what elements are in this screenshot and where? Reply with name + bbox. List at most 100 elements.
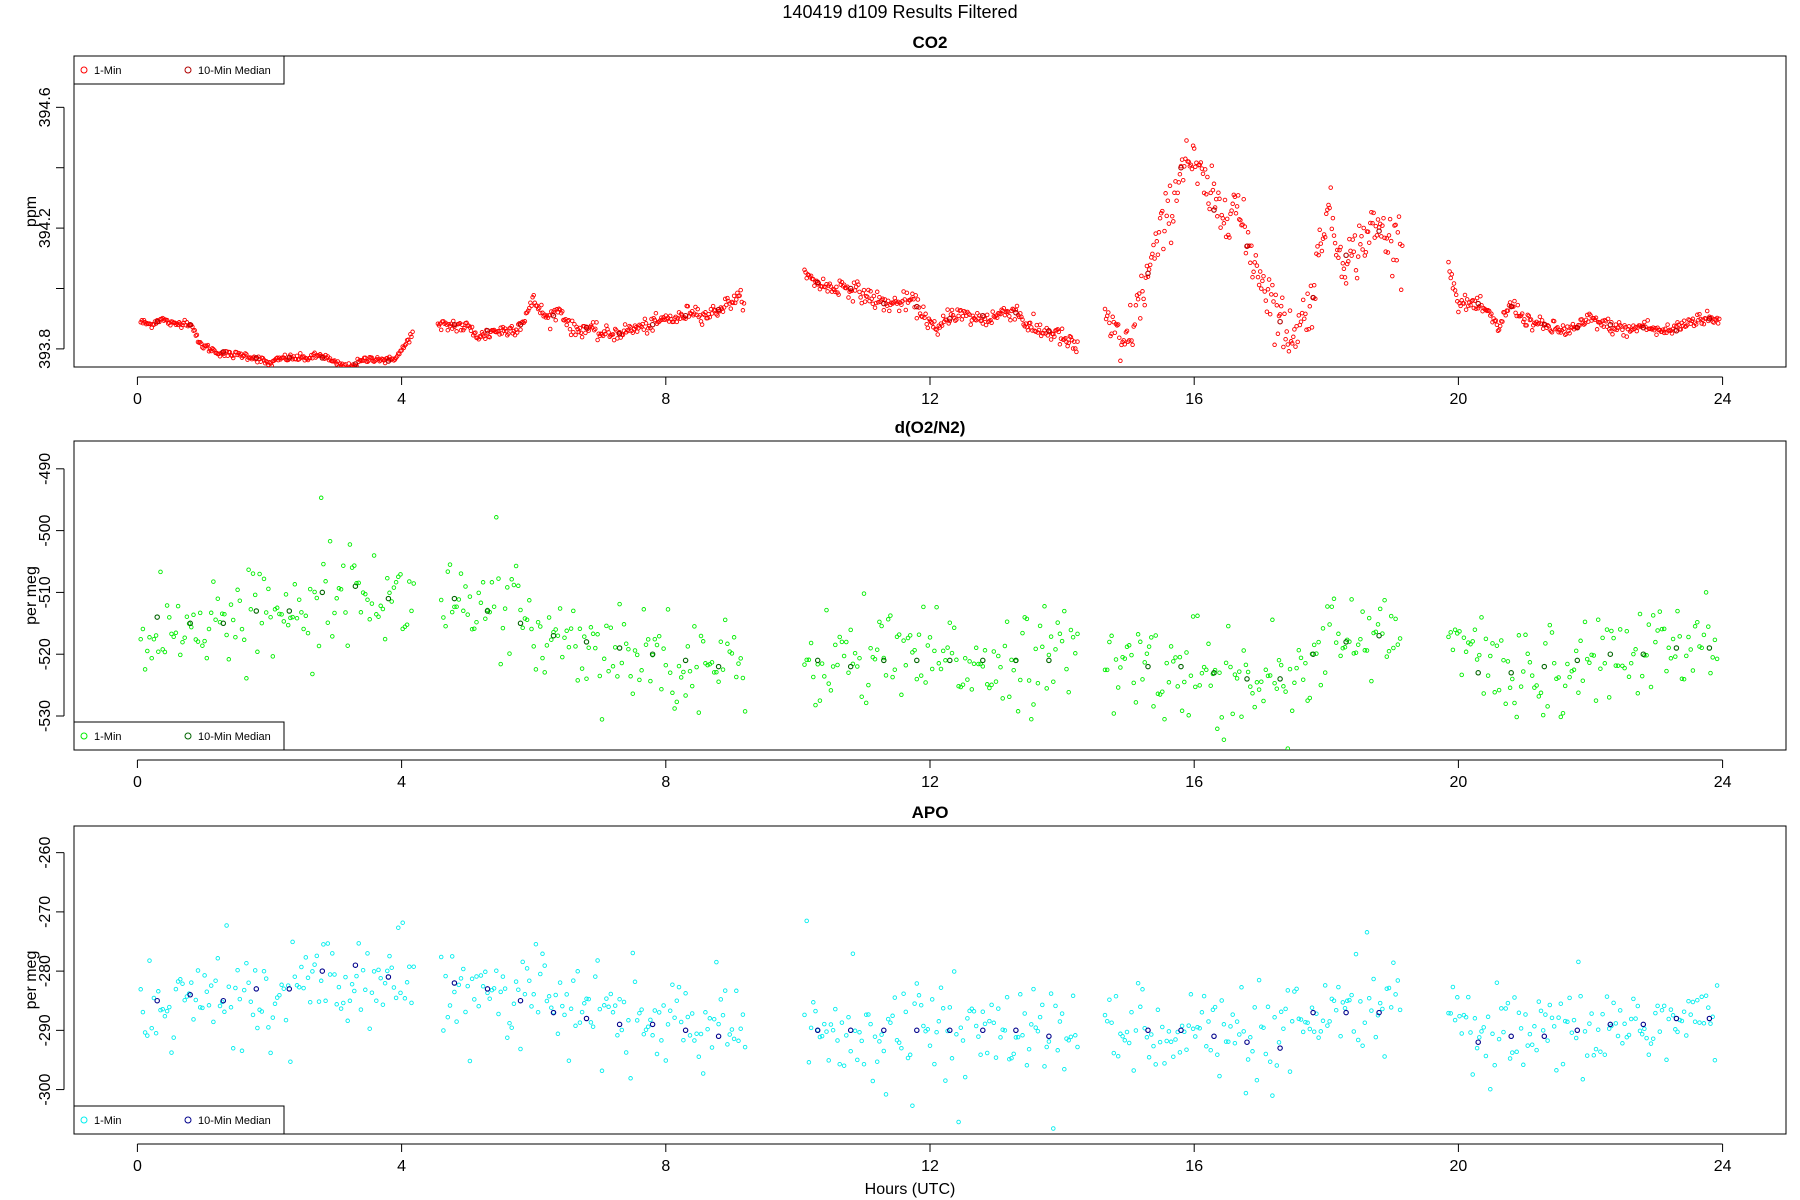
o2n2-point-1min [1604,627,1610,632]
co2-point-1min [1273,292,1278,298]
co2-point-1min [294,353,300,359]
co2-point-1min [1191,146,1197,151]
o2n2-point-1min [296,597,302,602]
apo-point-1min [1695,997,1700,1003]
co2-point-1min [1610,332,1615,337]
apo-point-1min [277,992,282,998]
o2n2-point-1min [623,641,629,646]
co2-point-median [1178,164,1184,171]
o2n2-point-1min [367,617,372,622]
o2n2-point-1min [380,606,386,612]
o2n2-point-median [1640,651,1647,657]
apo-point-1min [1488,1086,1493,1092]
co2-point-median [1244,243,1250,249]
apo-legend-label-median: 10-Min Median [198,1115,271,1127]
apo-point-1min [398,990,403,996]
o2n2-point-1min [804,657,809,663]
apo-point-1min [1122,1038,1128,1043]
apo-point-1min [1485,1014,1491,1020]
o2n2-point-1min [1131,680,1136,686]
o2n2-point-1min [1373,629,1379,635]
o2n2-point-1min [1626,674,1632,680]
apo-point-1min [195,968,201,973]
apo-point-1min [1448,1011,1453,1016]
co2-point-1min [644,331,650,336]
o2n2-point-1min [1263,667,1269,673]
apo-point-1min [1631,996,1636,1002]
apo-point-1min [806,1060,812,1065]
apo-point-1min [1276,1040,1282,1045]
apo-point-1min [1514,1049,1519,1055]
o2n2-point-1min [1538,690,1544,696]
apo-point-1min [936,1019,942,1024]
o2n2-point-1min [835,662,840,668]
apo-point-1min [1397,1007,1403,1013]
co2-point-1min [1654,332,1659,337]
co2-point-1min [497,332,502,337]
o2n2-point-1min [1182,679,1187,685]
o2n2-point-1min [467,594,473,599]
o2n2-point-median [583,639,590,645]
o2n2-point-1min [1659,626,1665,632]
apo-point-1min [1624,1034,1630,1040]
co2-point-1min [1165,198,1171,203]
apo-point-1min [1062,1066,1067,1072]
o2n2-point-median [187,620,193,627]
apo-point-1min [632,979,638,985]
apo-point-1min [1144,1035,1150,1040]
o2n2-point-1min [1126,643,1132,648]
apo-point-1min [1289,1019,1295,1024]
o2n2-point-1min [178,652,183,658]
o2n2-point-1min [1011,667,1016,673]
o2n2-point-1min [347,542,353,547]
co2-point-1min [1285,342,1291,347]
apo-point-1min [991,1020,997,1026]
o2n2-point-1min [1567,674,1572,680]
co2-point-1min [1031,311,1036,317]
o2n2-point-1min [1452,627,1458,632]
o2n2-point-1min [564,628,569,634]
apo-point-1min [467,1058,473,1064]
co2-point-1min [1375,217,1381,222]
apo-ylabel: per meg [23,951,40,1010]
co2-legend-marker-median [184,66,192,74]
apo-point-1min [905,1055,911,1061]
apo-point-1min [507,1020,512,1026]
co2-point-1min [1395,230,1401,235]
o2n2-point-1min [1655,628,1660,633]
o2n2-point-1min [1102,667,1108,673]
co2-point-1min [1132,322,1138,327]
apo-point-1min [1490,1031,1495,1037]
o2n2-point-1min [709,660,715,665]
co2-point-1min [1400,243,1405,248]
apo-point-1min [334,1002,339,1007]
o2n2-point-1min [1690,668,1696,673]
apo-point-1min [1474,1045,1480,1051]
co2-point-1min [1281,344,1286,350]
o2n2-point-1min [314,595,320,601]
apo-point-median [385,974,392,980]
apo-point-1min [330,951,335,956]
o2n2-point-1min [859,694,864,699]
apo-point-1min [1611,1000,1616,1006]
co2-point-1min [1461,301,1467,306]
apo-point-1min [1040,1002,1045,1008]
apo-point-1min [1250,1049,1255,1054]
o2n2-point-1min [725,641,730,647]
co2-point-1min [874,289,880,295]
o2n2-point-1min [1193,684,1198,690]
co2-point-1min [1666,328,1671,334]
apo-point-1min [1463,1014,1469,1020]
o2n2-point-1min [1547,622,1553,628]
co2-point-1min [529,303,534,309]
apo-point-median [1244,1039,1250,1045]
o2n2-point-1min [945,645,950,650]
apo-point-1min [255,1025,260,1031]
o2n2-point-1min [1393,616,1398,622]
o2n2-point-1min [374,612,379,617]
o2n2-point-1min [1274,686,1280,691]
o2n2-point-1min [1042,604,1047,609]
apo-point-1min [1075,1044,1080,1050]
